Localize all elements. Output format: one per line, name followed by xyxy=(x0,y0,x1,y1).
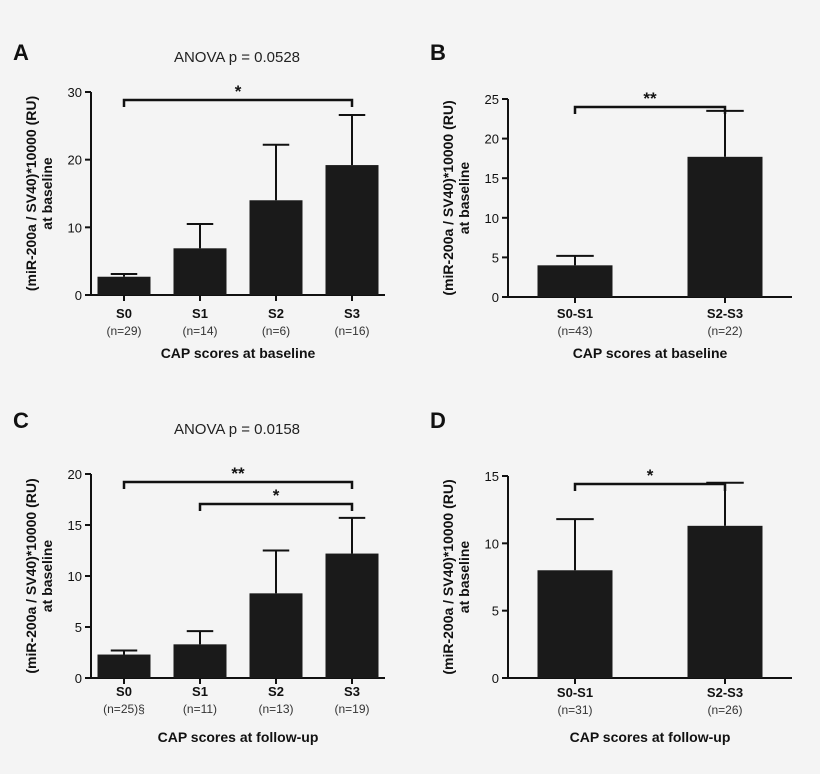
y-axis-label: (miR-200a / SV40)*10000 (RU) xyxy=(23,96,39,291)
y-axis-label: at baseline xyxy=(456,162,472,235)
n-label: (n=19) xyxy=(334,702,369,716)
y-axis-label: at baseline xyxy=(456,541,472,614)
panel-letter: B xyxy=(430,40,446,65)
significance-bracket xyxy=(573,482,727,491)
category-label: S0 xyxy=(116,306,132,321)
significance-label: * xyxy=(235,82,242,101)
significance-label: ** xyxy=(643,89,657,108)
panel-b: B 0 5 10 15 20 25 S0-S1 (n=43) S2-S3 (n=22) ** CAP s… xyxy=(430,40,792,361)
significance-bracket xyxy=(198,502,354,511)
category-label: S2-S3 xyxy=(707,685,743,700)
bar xyxy=(687,525,763,678)
y-tick-label: 20 xyxy=(485,132,499,147)
y-tick-label: 10 xyxy=(485,211,499,226)
category-label: S1 xyxy=(192,684,208,699)
y-tick-label: 30 xyxy=(68,85,82,100)
panel-letter: D xyxy=(430,408,446,433)
significance-label: * xyxy=(273,486,280,505)
significance-bracket xyxy=(573,105,727,114)
anova-title: ANOVA p = 0.0158 xyxy=(174,421,300,438)
significance-bracket xyxy=(122,98,354,107)
panel-letter: C xyxy=(13,408,29,433)
bar xyxy=(537,570,613,678)
x-axis-label: CAP scores at baseline xyxy=(573,345,728,361)
category-label: S3 xyxy=(344,684,360,699)
n-label: (n=25)§ xyxy=(103,702,145,716)
significance-label: * xyxy=(647,466,654,485)
x-axis-label: CAP scores at follow-up xyxy=(158,729,319,745)
y-axis-label: at baseline xyxy=(39,157,55,230)
bar xyxy=(249,593,303,678)
y-tick-label: 10 xyxy=(68,569,82,584)
category-label: S1 xyxy=(192,306,208,321)
category-label: S0 xyxy=(116,684,132,699)
n-label: (n=26) xyxy=(707,703,742,717)
bar xyxy=(249,200,303,295)
y-tick-label: 0 xyxy=(492,290,499,305)
bar xyxy=(97,276,151,295)
panel-a: A ANOVA p = 0.0528 0 10 20 30 S0 (n=29) S1 (n=14)… xyxy=(13,40,385,361)
significance-bracket xyxy=(122,480,354,489)
significance-label: ** xyxy=(231,464,245,483)
bar xyxy=(325,553,379,678)
n-label: (n=31) xyxy=(557,703,592,717)
y-tick-label: 5 xyxy=(75,620,82,635)
y-tick-label: 15 xyxy=(68,518,82,533)
n-label: (n=14) xyxy=(182,324,217,338)
category-label: S2 xyxy=(268,306,284,321)
n-label: (n=13) xyxy=(258,702,293,716)
n-label: (n=6) xyxy=(262,324,290,338)
n-label: (n=16) xyxy=(334,324,369,338)
y-tick-label: 15 xyxy=(485,469,499,484)
category-label: S2 xyxy=(268,684,284,699)
panel-c: C ANOVA p = 0.0158 0 5 10 15 20 S0 (n=25)§ S1 (n=1… xyxy=(13,408,385,745)
y-tick-label: 10 xyxy=(485,536,499,551)
y-tick-label: 0 xyxy=(75,671,82,686)
panel-letter: A xyxy=(13,40,29,65)
y-tick-label: 5 xyxy=(492,604,499,619)
y-axis-label: (miR-200a / SV40)*10000 (RU) xyxy=(440,479,456,674)
y-axis-label: (miR-200a / SV40)*10000 (RU) xyxy=(440,100,456,295)
y-tick-label: 15 xyxy=(485,171,499,186)
category-label: S0-S1 xyxy=(557,306,593,321)
category-label: S0-S1 xyxy=(557,685,593,700)
y-axis-label: (miR-200a / SV40)*10000 (RU) xyxy=(23,478,39,673)
anova-title: ANOVA p = 0.0528 xyxy=(174,49,300,66)
y-tick-label: 20 xyxy=(68,467,82,482)
n-label: (n=29) xyxy=(106,324,141,338)
bar xyxy=(173,248,227,295)
bar xyxy=(325,165,379,295)
y-tick-label: 0 xyxy=(492,671,499,686)
bar xyxy=(97,654,151,678)
n-label: (n=43) xyxy=(557,324,592,338)
n-label: (n=11) xyxy=(183,702,217,716)
category-label: S3 xyxy=(344,306,360,321)
y-tick-label: 25 xyxy=(485,92,499,107)
y-tick-label: 10 xyxy=(68,220,82,235)
category-label: S2-S3 xyxy=(707,306,743,321)
panel-d: D 0 5 10 15 S0-S1 (n=31) S2-S3 (n=26) * CAP scores… xyxy=(430,408,792,745)
bar xyxy=(173,644,227,678)
y-tick-label: 20 xyxy=(68,153,82,168)
y-tick-label: 0 xyxy=(75,288,82,303)
bar xyxy=(537,265,613,297)
bar xyxy=(687,156,763,297)
x-axis-label: CAP scores at baseline xyxy=(161,345,316,361)
n-label: (n=22) xyxy=(707,324,742,338)
x-axis-label: CAP scores at follow-up xyxy=(570,729,731,745)
y-tick-label: 5 xyxy=(492,250,499,265)
y-axis-label: at baseline xyxy=(39,540,55,613)
